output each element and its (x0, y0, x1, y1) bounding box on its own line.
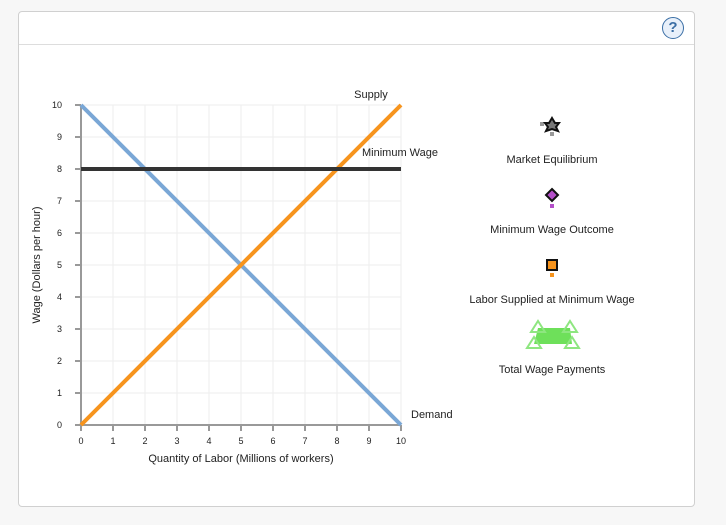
y-axis-label: Wage (Dollars per hour) (31, 207, 43, 324)
triangle-icon (563, 335, 581, 349)
x-tick-label: 10 (396, 436, 406, 446)
y-tick-label: 5 (57, 260, 62, 270)
triangle-icon (529, 319, 547, 333)
x-tick-label: 1 (110, 436, 115, 446)
y-tick-label: 10 (52, 100, 62, 110)
x-tick-label: 7 (302, 436, 307, 446)
y-tick-label: 7 (57, 196, 62, 206)
x-tick-label: 2 (142, 436, 147, 446)
x-tick-label: 0 (78, 436, 83, 446)
legend-dot (550, 204, 554, 208)
x-tick-label: 4 (206, 436, 211, 446)
panel-header: ? (19, 12, 694, 45)
x-axis-label: Quantity of Labor (Millions of workers) (148, 453, 333, 465)
area-icon (534, 328, 572, 344)
legend-star-dot (550, 132, 554, 136)
y-tick-label: 9 (57, 132, 62, 142)
y-tick-label: 8 (57, 164, 62, 174)
triangle-icon (525, 335, 543, 349)
star-icon (543, 116, 561, 133)
y-tick-label: 2 (57, 356, 62, 366)
supply-line (79, 103, 403, 427)
legend-label: Total Wage Payments (499, 364, 606, 376)
legend-label: Market Equilibrium (506, 154, 597, 166)
legend-dot (550, 273, 554, 277)
x-tick-label: 8 (334, 436, 339, 446)
x-tick-label: 3 (174, 436, 179, 446)
x-tick-label: 9 (366, 436, 371, 446)
y-tick-label: 0 (57, 420, 62, 430)
y-tick-label: 4 (57, 292, 62, 302)
legend-label: Labor Supplied at Minimum Wage (469, 294, 634, 306)
legend-label: Minimum Wage Outcome (490, 224, 614, 236)
diamond-icon (544, 187, 560, 203)
legend-star-dot (540, 122, 544, 126)
x-tick-label: 5 (238, 436, 243, 446)
x-tick-label: 6 (270, 436, 275, 446)
y-tick-label: 3 (57, 324, 62, 334)
y-tick-label: 1 (57, 388, 62, 398)
square-icon (546, 259, 558, 271)
triangle-icon (561, 319, 579, 333)
help-icon[interactable]: ? (662, 17, 684, 39)
minimum-wage-label: Minimum Wage (362, 147, 438, 159)
supply-label: Supply (354, 89, 388, 101)
y-tick-label: 6 (57, 228, 62, 238)
demand-label: Demand (411, 409, 453, 421)
